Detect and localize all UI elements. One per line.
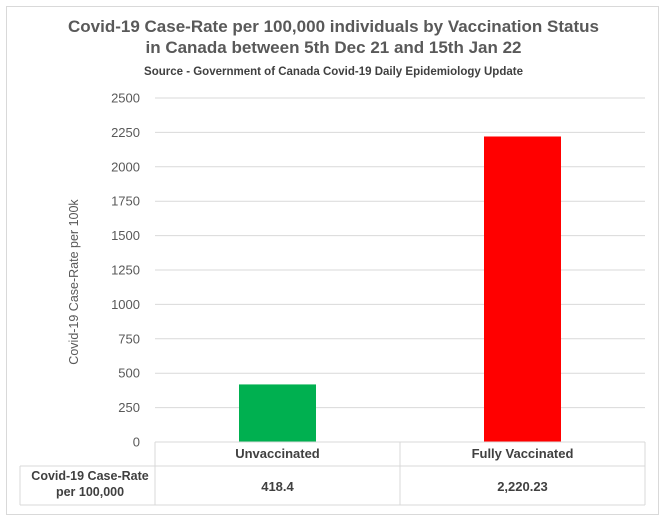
bars <box>239 136 561 443</box>
table-cell-unvaccinated: 418.4 <box>261 479 294 494</box>
chart-title-line-2: in Canada between 5th Dec 21 and 15th Ja… <box>145 38 522 57</box>
table-row-label: Covid-19 Case-Rate per 100,000 <box>31 469 149 499</box>
category-label: Unvaccinated <box>235 446 320 461</box>
y-tick-label: 1500 <box>111 228 140 243</box>
bar-fully-vaccinated <box>484 136 561 443</box>
y-tick-label: 1000 <box>111 297 140 312</box>
y-tick-labels: 0 250 500 750 1000 1250 1500 1750 2000 2250 2500 <box>111 91 140 450</box>
bar-unvaccinated <box>239 384 316 442</box>
y-tick-label: 2250 <box>111 125 140 140</box>
chart-title: Covid-19 Case-Rate per 100,000 individua… <box>0 16 667 58</box>
y-tick-label: 1250 <box>111 263 140 278</box>
y-tick-label: 750 <box>118 331 140 346</box>
gridlines <box>155 97 645 443</box>
y-tick-label: 1750 <box>111 194 140 209</box>
y-tick-label: 500 <box>118 366 140 381</box>
chart-subtitle: Source - Government of Canada Covid-19 D… <box>144 66 523 78</box>
y-tick-label: 0 <box>133 435 140 450</box>
table-cell-fully-vaccinated: 2,220.23 <box>497 479 548 494</box>
category-labels: Unvaccinated Fully Vaccinated <box>235 446 573 461</box>
data-table-lines <box>19 441 646 506</box>
chart-title-line-1: Covid-19 Case-Rate per 100,000 individua… <box>68 17 599 36</box>
y-tick-label: 2000 <box>111 159 140 174</box>
category-label: Fully Vaccinated <box>472 446 574 461</box>
y-tick-label: 2500 <box>111 91 140 106</box>
y-tick-label: 250 <box>118 400 140 415</box>
